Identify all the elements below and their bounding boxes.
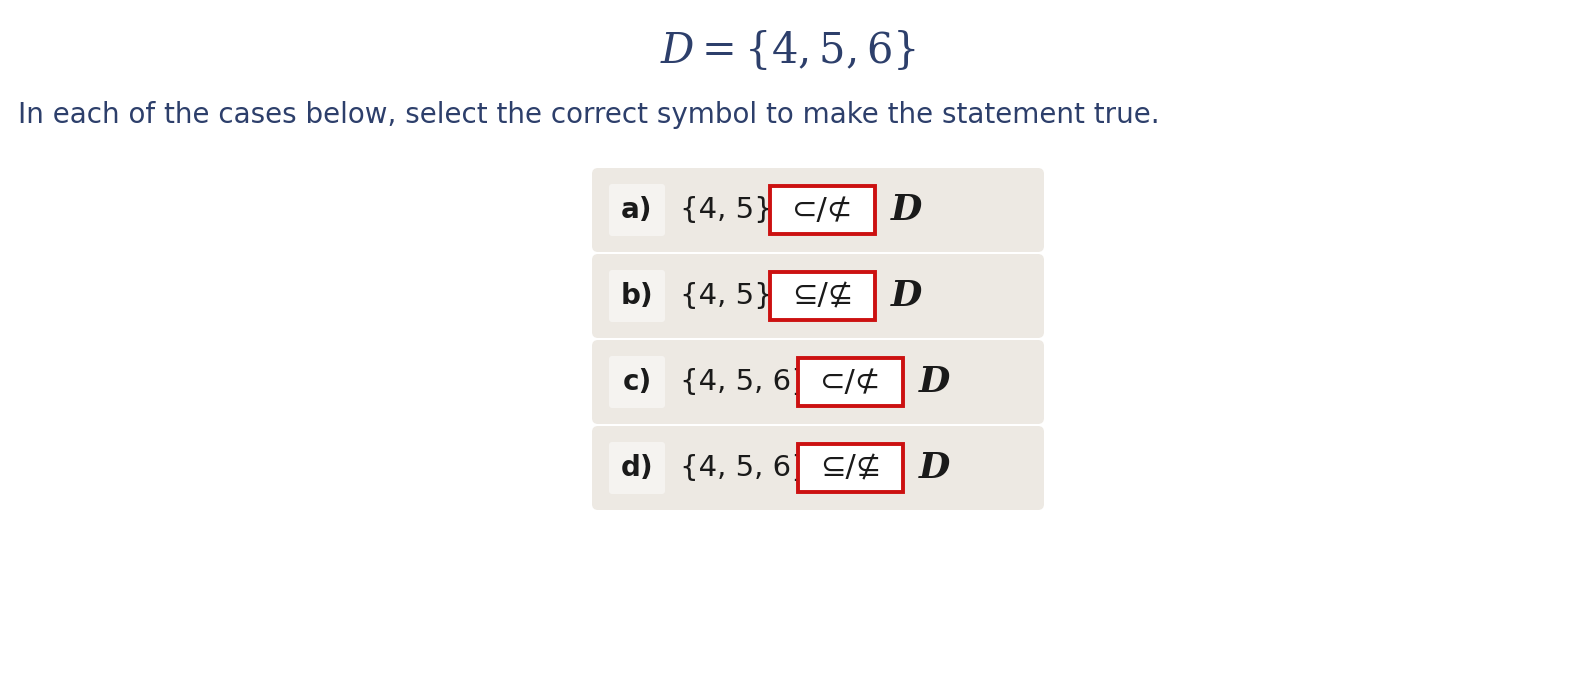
Text: {4, 5, 6}: {4, 5, 6} bbox=[679, 368, 810, 396]
FancyBboxPatch shape bbox=[797, 444, 903, 492]
Text: c): c) bbox=[623, 368, 651, 396]
Text: ⊂/⊄: ⊂/⊄ bbox=[820, 367, 881, 396]
FancyBboxPatch shape bbox=[608, 270, 665, 322]
FancyBboxPatch shape bbox=[608, 184, 665, 236]
Text: D: D bbox=[890, 279, 922, 313]
Text: D: D bbox=[919, 451, 950, 485]
Text: $D = \{4, 5, 6\}$: $D = \{4, 5, 6\}$ bbox=[660, 28, 916, 72]
Text: b): b) bbox=[621, 282, 654, 310]
Text: {4, 5, 6}: {4, 5, 6} bbox=[679, 454, 810, 482]
Text: In each of the cases below, select the correct symbol to make the statement true: In each of the cases below, select the c… bbox=[17, 101, 1160, 129]
Text: ⊆/⊈: ⊆/⊈ bbox=[791, 282, 853, 311]
Text: {4, 5}: {4, 5} bbox=[679, 282, 772, 310]
Text: D: D bbox=[890, 193, 922, 227]
FancyBboxPatch shape bbox=[593, 168, 1043, 252]
FancyBboxPatch shape bbox=[797, 358, 903, 406]
FancyBboxPatch shape bbox=[593, 340, 1043, 424]
Text: ⊆/⊈: ⊆/⊈ bbox=[820, 454, 881, 483]
Text: ⊂/⊄: ⊂/⊄ bbox=[791, 195, 853, 224]
Text: a): a) bbox=[621, 196, 652, 224]
Text: d): d) bbox=[621, 454, 654, 482]
FancyBboxPatch shape bbox=[593, 254, 1043, 338]
FancyBboxPatch shape bbox=[608, 356, 665, 408]
FancyBboxPatch shape bbox=[608, 442, 665, 494]
FancyBboxPatch shape bbox=[593, 426, 1043, 510]
Text: {4, 5}: {4, 5} bbox=[679, 196, 772, 224]
FancyBboxPatch shape bbox=[771, 186, 875, 234]
Text: D: D bbox=[919, 365, 950, 399]
FancyBboxPatch shape bbox=[771, 272, 875, 320]
